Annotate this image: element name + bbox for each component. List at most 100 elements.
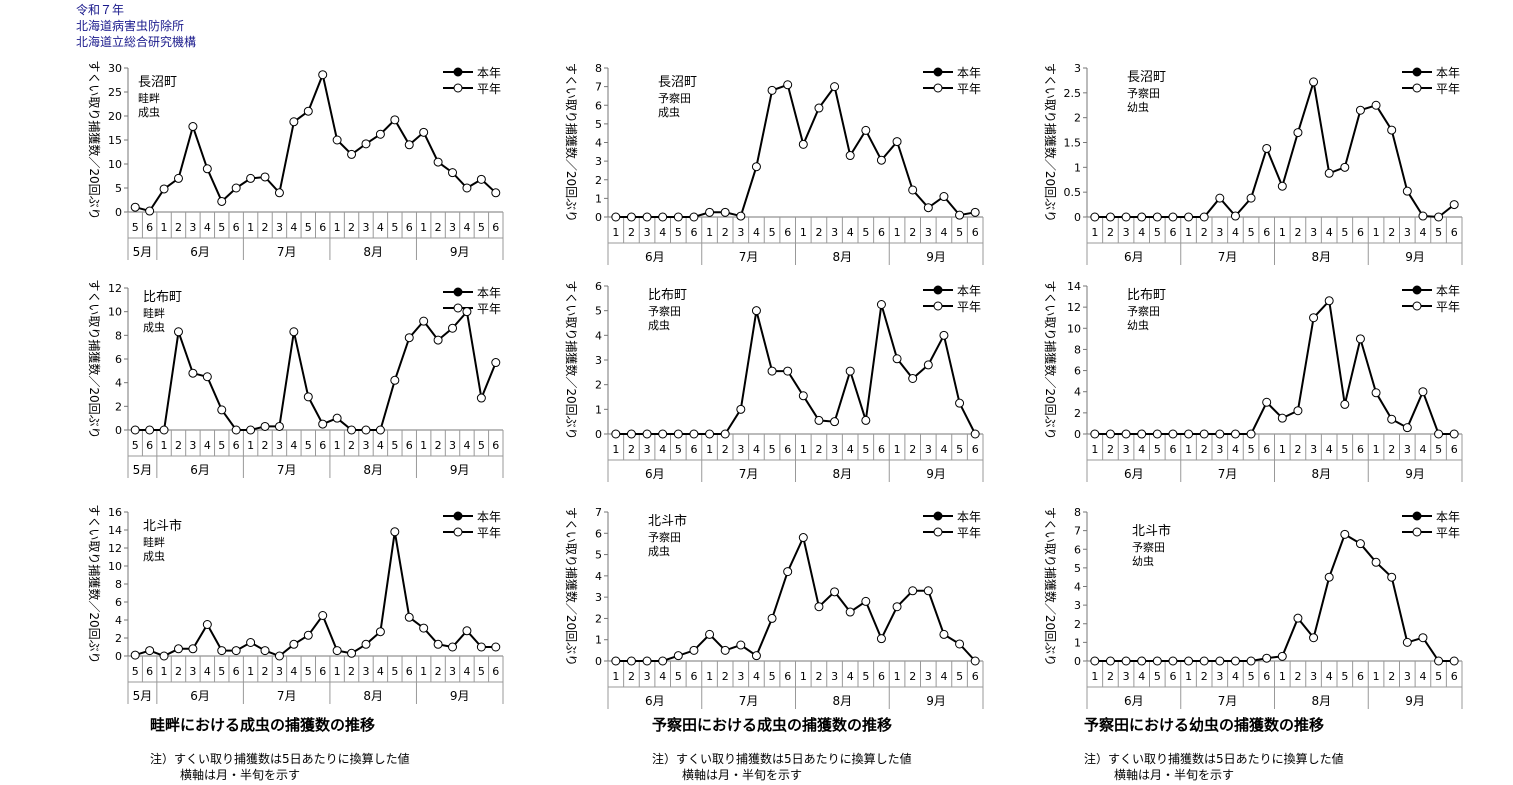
- x-tick-label: 5: [1435, 226, 1442, 239]
- data-point: [611, 656, 621, 666]
- data-point: [289, 639, 299, 649]
- data-point: [1387, 572, 1397, 582]
- data-point: [448, 323, 458, 333]
- data-point: [783, 80, 793, 90]
- x-tick-label: 4: [1138, 670, 1145, 683]
- y-tick-label: 8: [1074, 506, 1081, 519]
- x-tick-label: 4: [377, 221, 384, 234]
- data-point: [720, 645, 730, 655]
- legend-label-average: 平年: [477, 526, 501, 540]
- x-tick-label: 3: [644, 670, 651, 683]
- y-tick-label: 0: [1074, 428, 1081, 441]
- x-tick-label: 2: [262, 221, 269, 234]
- data-point: [955, 639, 965, 649]
- data-point: [318, 419, 328, 429]
- data-point: [419, 623, 429, 633]
- y-axis-label: すくい取り捕獲数／20回ぶり: [1043, 507, 1058, 666]
- y-tick-label: 12: [108, 542, 122, 555]
- x-tick-label: 5: [956, 226, 963, 239]
- panel-location: 比布町: [648, 288, 687, 303]
- x-tick-label: 3: [1310, 670, 1317, 683]
- data-point: [1090, 429, 1100, 439]
- month-label: 7月: [739, 467, 759, 481]
- y-tick-label: 5: [115, 182, 122, 195]
- x-tick-label: 4: [659, 670, 666, 683]
- x-tick-label: 5: [1154, 226, 1161, 239]
- legend-label-this-year: 本年: [957, 66, 981, 80]
- data-point: [1324, 168, 1334, 178]
- data-point: [433, 335, 443, 345]
- x-tick-label: 2: [722, 443, 729, 456]
- y-tick-label: 14: [108, 524, 122, 537]
- data-point: [908, 185, 918, 195]
- y-tick-label: 6: [115, 596, 122, 609]
- x-tick-label: 5: [391, 665, 398, 678]
- data-point: [188, 122, 198, 132]
- x-tick-label: 3: [189, 665, 196, 678]
- data-point: [1293, 613, 1303, 623]
- x-tick-label: 1: [1185, 670, 1192, 683]
- x-tick-label: 4: [377, 439, 384, 452]
- x-tick-label: 3: [276, 221, 283, 234]
- legend-label-average: 平年: [957, 82, 981, 96]
- data-point: [861, 125, 871, 135]
- x-tick-label: 1: [612, 226, 619, 239]
- data-point: [1230, 656, 1240, 666]
- x-tick-label: 5: [478, 221, 485, 234]
- x-tick-label: 5: [675, 443, 682, 456]
- data-point: [274, 421, 284, 431]
- data-point: [404, 140, 414, 150]
- x-tick-label: 5: [132, 665, 139, 678]
- x-tick-label: 1: [894, 226, 901, 239]
- panel-location: 長沼町: [138, 75, 177, 90]
- month-label: 7月: [1218, 694, 1238, 708]
- data-point: [1105, 212, 1115, 222]
- x-tick-label: 5: [305, 665, 312, 678]
- data-point: [202, 164, 212, 174]
- x-tick-label: 4: [463, 221, 470, 234]
- data-point: [955, 398, 965, 408]
- legend-label-this-year: 本年: [1436, 510, 1460, 524]
- data-point: [1387, 414, 1397, 424]
- legend-label-average: 平年: [1436, 526, 1460, 540]
- x-tick-label: 6: [406, 439, 413, 452]
- data-point: [433, 639, 443, 649]
- legend-label-this-year: 本年: [477, 510, 501, 524]
- x-tick-label: 2: [435, 665, 442, 678]
- y-tick-label: 0: [595, 428, 602, 441]
- x-tick-label: 4: [1326, 226, 1333, 239]
- data-point: [491, 188, 501, 198]
- data-point: [892, 354, 902, 364]
- y-axis-label: すくい取り捕獲数／20回ぶり: [1043, 63, 1058, 222]
- panel-location: 比布町: [1127, 288, 1166, 303]
- data-point: [1262, 143, 1272, 153]
- x-tick-label: 2: [815, 670, 822, 683]
- data-point: [798, 533, 808, 543]
- x-tick-label: 5: [675, 226, 682, 239]
- month-label: 8月: [1312, 250, 1332, 264]
- panel-location: 長沼町: [658, 75, 697, 90]
- x-tick-label: 2: [435, 221, 442, 234]
- data-point: [1309, 633, 1319, 643]
- panel-location: 北斗市: [648, 513, 687, 529]
- x-tick-label: 4: [463, 665, 470, 678]
- x-tick-label: 3: [1404, 226, 1411, 239]
- legend-label-this-year: 本年: [1436, 66, 1460, 80]
- data-point: [202, 372, 212, 382]
- data-point: [767, 366, 777, 376]
- x-tick-label: 2: [175, 665, 182, 678]
- note-line-1: 注）すくい取り捕獲数は5日あたりに換算した値: [652, 752, 912, 766]
- data-point: [1402, 637, 1412, 647]
- data-point: [1199, 429, 1209, 439]
- data-point: [130, 650, 140, 660]
- panel-field: 予察田: [1132, 540, 1165, 554]
- month-label: 9月: [1405, 467, 1425, 481]
- panel-stage: 成虫: [658, 106, 680, 119]
- note-line-1: 注）すくい取り捕獲数は5日あたりに換算した値: [1084, 752, 1344, 766]
- x-tick-label: 1: [1185, 226, 1192, 239]
- data-point: [274, 651, 284, 661]
- y-tick-label: 4: [115, 377, 122, 390]
- data-point: [332, 135, 342, 145]
- y-tick-label: 2: [1074, 618, 1081, 631]
- x-tick-label: 5: [769, 670, 776, 683]
